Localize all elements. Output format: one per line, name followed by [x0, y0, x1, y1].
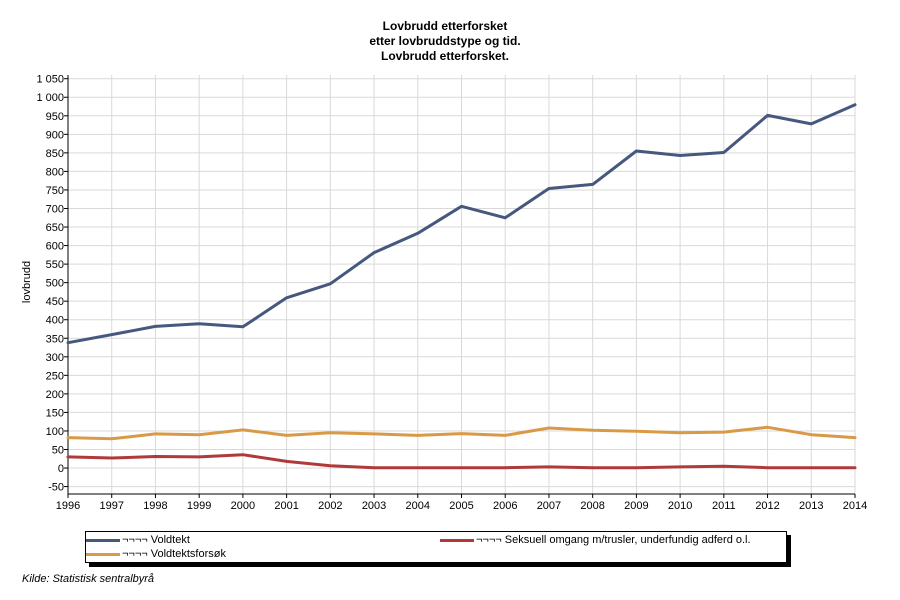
y-tick-label: 1 000 — [36, 92, 64, 104]
x-tick-label: 2001 — [274, 500, 298, 512]
y-tick-label: 700 — [46, 203, 64, 215]
y-tick-label: 750 — [46, 185, 64, 197]
x-tick-label: 2011 — [712, 500, 736, 512]
y-tick-label: 400 — [46, 315, 64, 327]
x-tick-label: 2003 — [362, 500, 386, 512]
y-tick-label: 200 — [46, 389, 64, 401]
y-tick-label: 0 — [58, 463, 64, 475]
y-tick-label: 800 — [46, 166, 64, 178]
y-tick-label: -50 — [48, 482, 64, 494]
x-tick-label: 2008 — [580, 500, 604, 512]
y-tick-label: 50 — [52, 445, 64, 457]
x-tick-label: 2006 — [493, 500, 517, 512]
x-tick-label: 1998 — [143, 500, 167, 512]
y-tick-label: 250 — [46, 370, 64, 382]
legend-swatch-seksuell-omgang — [440, 538, 474, 542]
x-tick-label: 2002 — [318, 500, 342, 512]
x-tick-label: 1997 — [99, 500, 123, 512]
legend-label-seksuell-omgang: ¬¬¬¬ Seksuell omgang m/trusler, underfun… — [476, 534, 751, 546]
x-tick-label: 1996 — [56, 500, 80, 512]
y-tick-label: 900 — [46, 129, 64, 141]
x-tick-label: 2005 — [449, 500, 473, 512]
x-tick-label: 2013 — [799, 500, 823, 512]
x-tick-label: 2004 — [406, 500, 430, 512]
x-tick-label: 2000 — [231, 500, 255, 512]
chart-title: Lovbrudd etterforsket etter lovbruddstyp… — [369, 19, 520, 63]
y-tick-label: 1 050 — [36, 74, 64, 86]
x-tick-label: 2010 — [668, 500, 692, 512]
legend: ¬¬¬¬ Voldtekt ¬¬¬¬ Seksuell omgang m/tru… — [85, 531, 787, 563]
source-note: Kilde: Statistisk sentralbyrå — [22, 573, 155, 585]
series-line-0 — [66, 103, 857, 345]
x-tick-label: 2012 — [755, 500, 779, 512]
chart-title-line-1: Lovbrudd etterforsket — [383, 19, 508, 33]
x-tick-label: 2009 — [624, 500, 648, 512]
legend-label-voldtekt: ¬¬¬¬ Voldtekt — [122, 534, 190, 546]
y-axis-title: lovbrudd — [21, 261, 33, 303]
x-tick-label: 1999 — [187, 500, 211, 512]
y-tick-label: 500 — [46, 278, 64, 290]
y-tick-label: 450 — [46, 296, 64, 308]
series-line-1 — [66, 453, 857, 470]
y-tick-label: 300 — [46, 352, 64, 364]
chart-title-line-3: Lovbrudd etterforsket. — [381, 49, 509, 63]
series-line-2 — [66, 425, 857, 441]
y-tick-label: 350 — [46, 333, 64, 345]
y-tick-label: 100 — [46, 426, 64, 438]
legend-item-voldtektsforsok: ¬¬¬¬ Voldtektsforsøk — [86, 548, 226, 560]
legend-item-seksuell-omgang: ¬¬¬¬ Seksuell omgang m/trusler, underfun… — [440, 534, 751, 546]
y-tick-label: 850 — [46, 148, 64, 160]
x-tick-label: 2014 — [843, 500, 867, 512]
legend-swatch-voldtektsforsok — [86, 552, 120, 556]
y-tick-label: 150 — [46, 407, 64, 419]
legend-item-voldtekt: ¬¬¬¬ Voldtekt — [86, 534, 190, 546]
y-tick-label: 650 — [46, 222, 64, 234]
chart-title-line-2: etter lovbruddstype og tid. — [369, 34, 520, 48]
y-tick-label: 600 — [46, 241, 64, 253]
legend-swatch-voldtekt — [86, 538, 120, 542]
legend-label-voldtektsforsok: ¬¬¬¬ Voldtektsforsøk — [122, 548, 226, 560]
y-tick-label: 950 — [46, 111, 64, 123]
x-tick-label: 2007 — [537, 500, 561, 512]
y-tick-label: 550 — [46, 259, 64, 271]
